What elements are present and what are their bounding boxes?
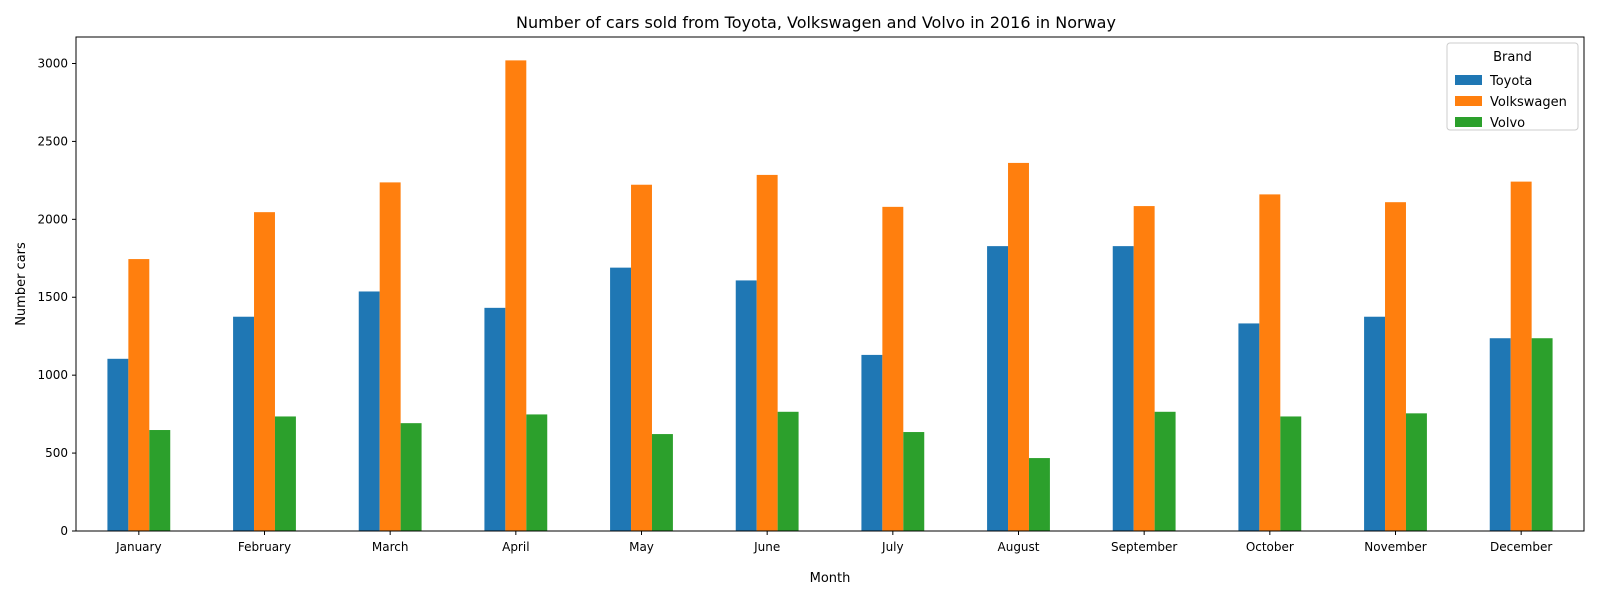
legend-title: Brand: [1493, 50, 1532, 65]
legend-swatch-volvo: [1455, 117, 1482, 127]
bar-volkswagen-september: [1133, 206, 1155, 531]
bar-volkswagen-july: [882, 206, 904, 532]
x-tick-label: October: [1246, 540, 1294, 554]
legend-label-volkswagen: Volkswagen: [1490, 95, 1567, 110]
bar-toyota-august: [987, 246, 1009, 531]
y-axis: 0 500 1000 1500 2000 2500 3000: [37, 56, 76, 538]
bar-volvo-march: [400, 423, 422, 531]
y-tick-label: 2000: [37, 212, 68, 226]
bar-volvo-september: [1154, 411, 1176, 531]
bar-volkswagen-october: [1259, 194, 1281, 531]
x-tick-label: March: [372, 540, 409, 554]
y-tick-label: 0: [60, 524, 68, 538]
bar-volvo-january: [149, 430, 171, 531]
bar-volvo-december: [1531, 338, 1553, 531]
legend-swatch-toyota: [1455, 75, 1482, 85]
bar-volkswagen-june: [756, 174, 778, 531]
bar-toyota-may: [610, 267, 632, 531]
bar-volvo-november: [1405, 413, 1427, 531]
bar-toyota-february: [233, 316, 255, 531]
bar-volkswagen-january: [128, 259, 150, 531]
bar-volvo-may: [651, 434, 673, 531]
x-tick-label: August: [998, 540, 1040, 554]
chart-title: Number of cars sold from Toyota, Volkswa…: [516, 13, 1116, 32]
legend-label-toyota: Toyota: [1489, 74, 1532, 89]
legend: Brand Toyota Volkswagen Volvo: [1446, 42, 1579, 131]
bar-volkswagen-november: [1385, 202, 1406, 531]
x-tick-label: June: [753, 540, 780, 554]
bar-volvo-february: [274, 416, 296, 531]
bar-volkswagen-february: [254, 212, 275, 531]
x-tick-label: December: [1490, 540, 1552, 554]
bar-volkswagen-april: [505, 60, 527, 531]
bar-toyota-november: [1364, 316, 1386, 531]
x-axis: January February March April May June July Augu…: [115, 531, 1552, 554]
y-axis-label: Number cars: [14, 242, 29, 326]
bar-volkswagen-may: [631, 184, 652, 532]
legend-box: [1446, 42, 1579, 131]
x-tick-label: November: [1364, 540, 1426, 554]
bar-toyota-december: [1489, 338, 1511, 531]
bar-volvo-july: [903, 432, 925, 531]
bar-volvo-august: [1028, 458, 1050, 531]
x-tick-label: July: [881, 540, 904, 554]
y-tick-label: 2500: [37, 134, 68, 148]
x-tick-label: September: [1111, 540, 1177, 554]
legend-swatch-volkswagen: [1455, 96, 1482, 106]
bar-toyota-july: [861, 354, 883, 531]
bar-volvo-june: [777, 411, 799, 531]
bar-volvo-october: [1280, 416, 1302, 531]
y-tick-label: 3000: [37, 56, 68, 70]
y-tick-label: 500: [45, 446, 68, 460]
bar-toyota-october: [1238, 323, 1260, 531]
bar-toyota-june: [735, 280, 757, 531]
bar-toyota-april: [484, 307, 506, 531]
x-tick-label: February: [238, 540, 291, 554]
x-tick-label: April: [502, 540, 529, 554]
x-tick-label: January: [115, 540, 162, 554]
bar-volkswagen-august: [1008, 162, 1029, 532]
bar-volkswagen-march: [379, 182, 401, 531]
bars-layer: [107, 60, 1553, 532]
bar-volvo-april: [526, 414, 548, 531]
legend-label-volvo: Volvo: [1490, 116, 1525, 131]
bar-volkswagen-december: [1510, 181, 1532, 531]
y-tick-label: 1500: [37, 290, 68, 304]
bar-toyota-march: [358, 291, 380, 531]
x-tick-label: May: [629, 540, 654, 554]
bar-toyota-september: [1112, 246, 1134, 531]
y-tick-label: 1000: [37, 368, 68, 382]
x-axis-label: Month: [810, 571, 851, 586]
bar-toyota-january: [107, 358, 129, 531]
plot-frame: [75, 36, 1585, 532]
